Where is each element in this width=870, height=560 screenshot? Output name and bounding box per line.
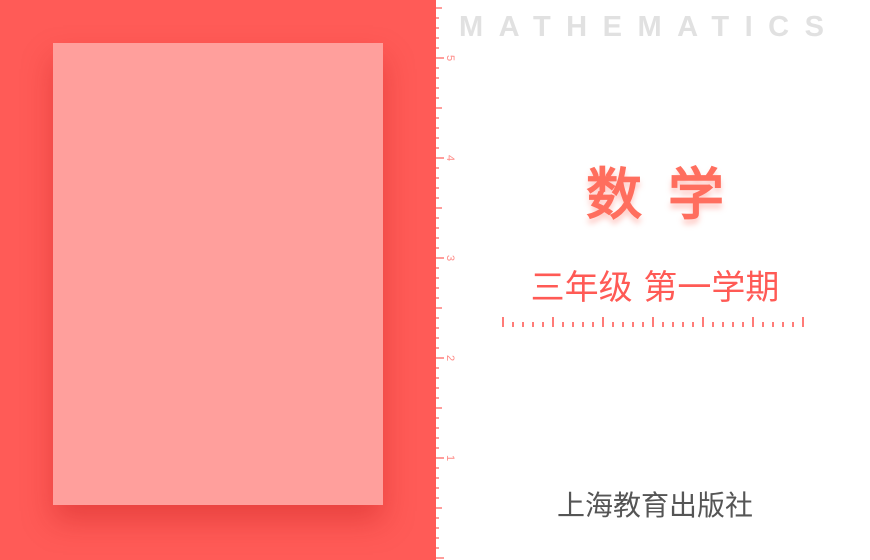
side-ruler: 5 4 3 2 1 (435, 0, 475, 560)
ruler-label: 4 (444, 155, 456, 161)
cover-image-placeholder (53, 43, 383, 505)
mini-ruler-graphic (502, 317, 804, 327)
ruler-label: 2 (444, 355, 456, 361)
decorative-mini-ruler (500, 314, 806, 328)
cover-left-panel (0, 0, 435, 560)
ruler-graphic: 5 4 3 2 1 (435, 0, 456, 560)
publisher-name: 上海教育出版社 (556, 489, 753, 522)
header-word: MATHEMATICS (459, 11, 840, 43)
ruler-label: 1 (444, 455, 456, 461)
ruler-label: 3 (444, 255, 456, 261)
grade-term-label: 三年级 第一学期 (530, 268, 780, 308)
subject-title: 数学 (586, 163, 750, 228)
ruler-label: 5 (444, 55, 456, 61)
